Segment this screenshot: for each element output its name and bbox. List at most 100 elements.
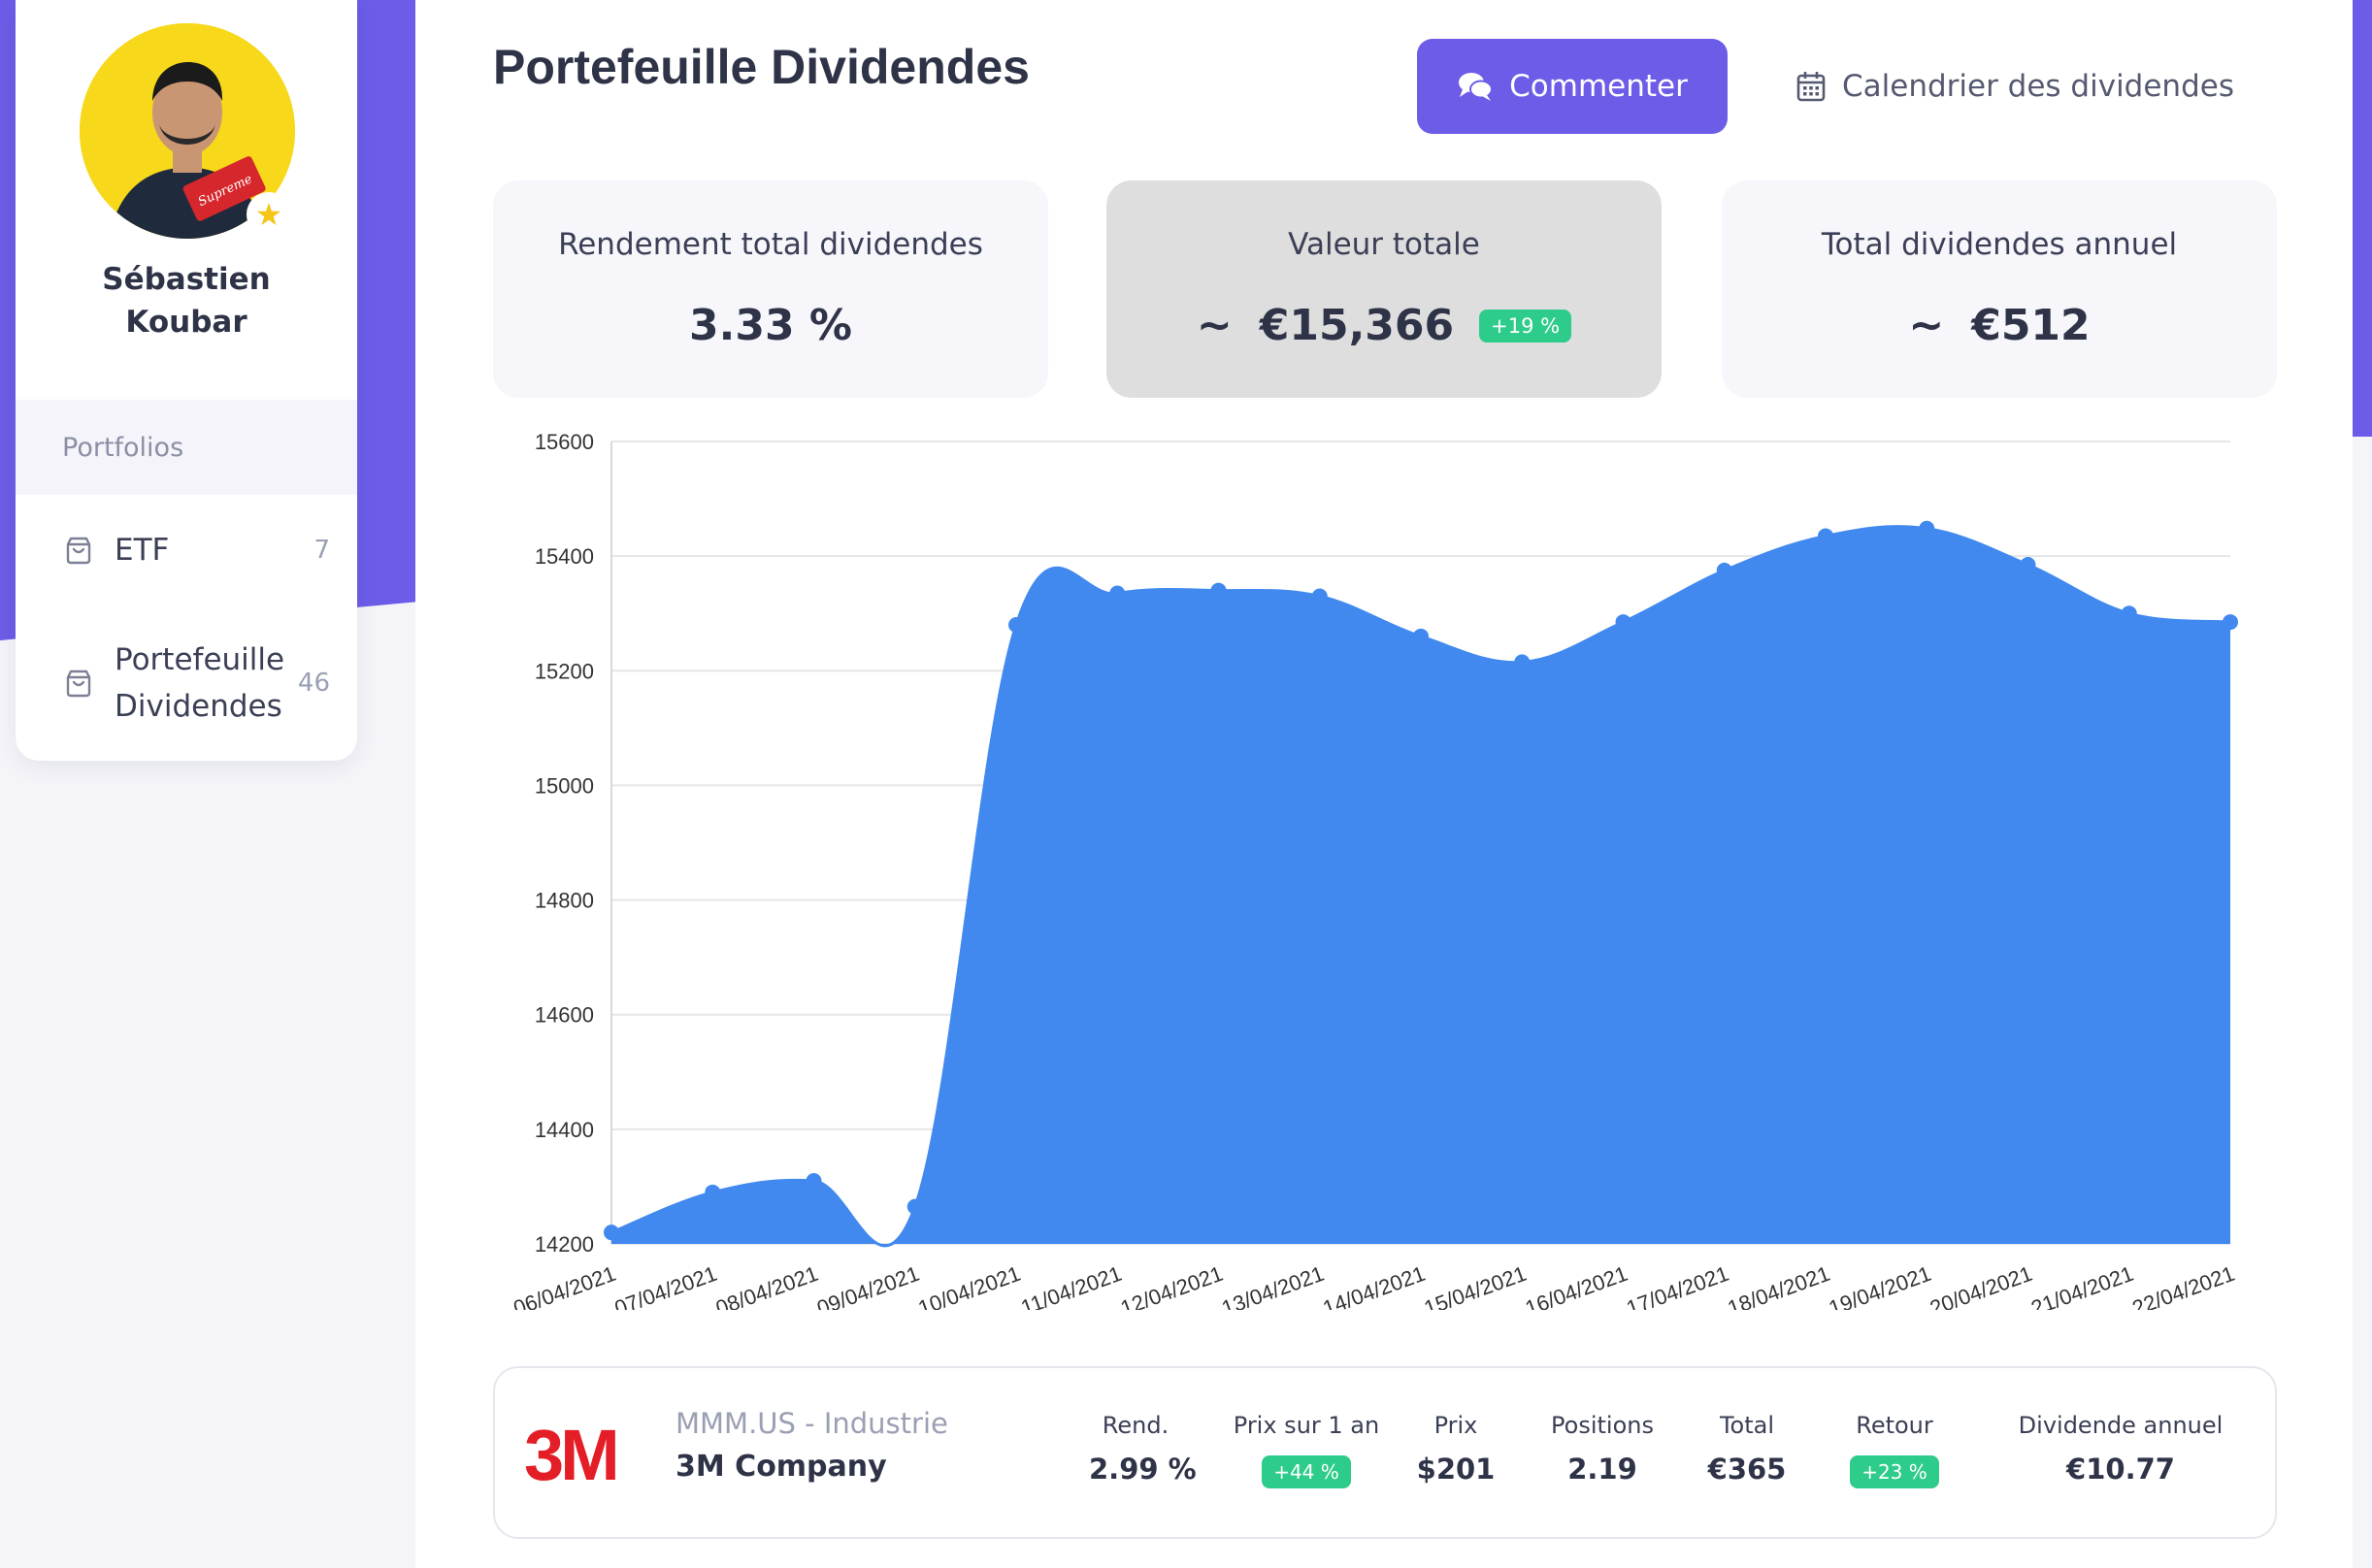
metric-value: 2.19 [1567,1453,1637,1486]
stat-value-text: 3.33 % [689,301,852,350]
metric-annual-dividend: Dividende annuel €10.77 [2009,1409,2232,1488]
portfolios-header: Portfolios [16,400,357,495]
x-tick-label: 15/04/2021 [1421,1261,1530,1310]
sidebar-item-label: Portefeuille Dividendes [115,637,298,730]
metric-yield: Rend. 2.99 % [1089,1409,1197,1488]
data-point [2121,605,2137,622]
stock-name: 3M Company [675,1450,887,1484]
x-tick-label: 18/04/2021 [1725,1261,1833,1310]
x-tick-label: 11/04/2021 [1017,1261,1124,1310]
metric-value: €10.77 [2066,1453,2175,1486]
sidebar-item-label-line1: Portefeuille [115,642,285,677]
y-tick-label: 14800 [535,889,594,913]
x-tick-label: 20/04/2021 [1927,1261,2035,1310]
x-tick-label: 12/04/2021 [1117,1261,1226,1310]
avatar[interactable]: Supreme [80,23,295,239]
x-tick-label: 17/04/2021 [1623,1261,1731,1310]
metric-label: Rend. [1102,1412,1170,1439]
stat-value-text: €15,366 [1259,301,1455,350]
metric-label: Positions [1551,1412,1654,1439]
data-point [1514,654,1531,670]
user-name: Sébastien Koubar [16,258,357,343]
y-tick-label: 15200 [535,659,594,683]
dividend-calendar-label: Calendrier des dividendes [1842,69,2234,104]
stat-label: Rendement total dividendes [558,227,983,262]
stat-label: Total dividendes annuel [1821,227,2178,262]
y-tick-label: 15000 [535,773,594,798]
x-tick-label: 08/04/2021 [712,1261,821,1310]
metric-label: Retour [1856,1412,1933,1439]
comment-button[interactable]: Commenter [1417,39,1728,134]
x-tick-label: 13/04/2021 [1218,1261,1327,1310]
metric-value: +44 % [1233,1450,1380,1488]
stat-change-badge: +19 % [1479,309,1572,343]
metric-label: Dividende annuel [2018,1412,2224,1439]
sidebar: Supreme ★ Sébastien Koubar Portfolios ET… [16,0,357,761]
metric-badge: +44 % [1262,1455,1351,1488]
data-point [604,1225,619,1241]
page-title: Portefeuille Dividendes [493,40,1030,94]
sidebar-item-count: 46 [297,669,330,698]
data-point [2020,557,2036,573]
stock-row-3m[interactable]: 3M MMM.US - Industrie 3M Company Rend. 2… [493,1366,2277,1539]
user-first-name: Sébastien [102,262,271,297]
area-chart-svg: 14200 14400 14600 14800 15000 15200 15400 15600… [511,430,2238,1310]
y-tick-label: 14600 [535,1003,594,1028]
sidebar-item-count: 7 [313,536,330,565]
metric-label: Prix sur 1 an [1233,1412,1380,1439]
metric-badge: +23 % [1850,1455,1939,1488]
x-tick-label: 16/04/2021 [1522,1261,1631,1310]
metric-positions: Positions 2.19 [1539,1409,1665,1488]
data-point [1210,582,1227,599]
x-tick-label: 07/04/2021 [611,1261,720,1310]
stat-value-prefix: ~ [1908,301,1945,350]
data-point [1109,585,1126,602]
sidebar-item-etf[interactable]: ETF 7 [16,520,357,580]
shopping-bag-icon [66,670,91,698]
x-tick-label: 22/04/2021 [2129,1261,2238,1310]
data-point [1615,614,1631,631]
data-point [1919,520,1935,537]
sidebar-item-portefeuille-dividendes[interactable]: Portefeuille Dividendes 46 [16,635,357,732]
metric-price: Prix $201 [1398,1409,1514,1488]
stat-value-text: €512 [1971,301,2091,350]
metric-value: 2.99 % [1089,1453,1197,1486]
stat-value: 3.33 % [493,301,1048,350]
comments-icon [1459,73,1494,101]
data-point [1818,528,1833,544]
data-point [2223,614,2238,631]
3m-logo: 3M [524,1415,620,1495]
series-area [611,526,2230,1246]
user-last-name: Koubar [125,305,247,340]
x-tick-label: 21/04/2021 [2027,1261,2136,1310]
x-tick-label: 09/04/2021 [813,1261,922,1310]
x-tick-label: 10/04/2021 [915,1261,1024,1310]
x-tick-label: 19/04/2021 [1826,1261,1934,1310]
dividend-calendar-button[interactable]: Calendrier des dividendes [1795,39,2234,134]
metric-total: Total €365 [1689,1409,1805,1488]
metric-1y-price: Prix sur 1 an +44 % [1233,1409,1380,1488]
star-icon: ★ [247,192,291,237]
data-point [705,1184,721,1200]
metric-label: Prix [1433,1412,1478,1439]
y-tick-label: 15600 [535,430,594,454]
stat-value: ~ €512 [1722,301,2277,350]
y-tick-label: 14400 [535,1118,594,1142]
y-tick-label: 14200 [535,1232,594,1257]
portfolio-value-chart[interactable]: 14200 14400 14600 14800 15000 15200 15400 15600… [485,417,2290,1310]
data-point [1311,588,1328,604]
data-point [1008,617,1024,634]
sidebar-item-label-line2: Dividendes [115,689,282,724]
data-point [806,1173,822,1190]
metric-value: +23 % [1827,1450,1962,1488]
stat-card-total-yield: Rendement total dividendes 3.33 % [493,180,1048,398]
metric-label: Total [1719,1412,1775,1439]
metric-value: $201 [1416,1453,1496,1486]
stat-card-total-value[interactable]: Valeur totale ~ €15,366 +19 % [1106,180,1662,398]
calendar-icon [1796,72,1826,102]
stock-ticker: MMM.US - Industrie [675,1407,948,1440]
stat-value-prefix: ~ [1196,301,1233,350]
stat-value: ~ €15,366 +19 % [1106,301,1662,350]
data-point [906,1198,923,1215]
sidebar-item-label: ETF [115,533,170,568]
